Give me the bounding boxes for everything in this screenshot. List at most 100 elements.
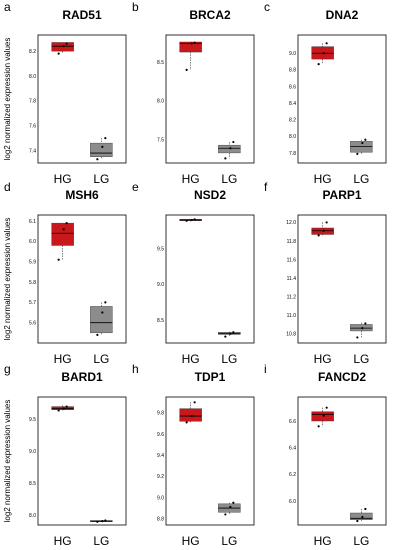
x-category-label: HG xyxy=(54,534,72,548)
plot-frame xyxy=(37,214,127,344)
y-tick-label: 8.2 xyxy=(29,49,36,55)
data-point xyxy=(224,157,227,160)
y-tick-label: 7.4 xyxy=(29,148,36,154)
data-point xyxy=(229,147,232,150)
data-point xyxy=(62,45,65,48)
box-hg xyxy=(179,408,202,422)
y-tick-label: 11.4 xyxy=(287,276,297,282)
plot-frame xyxy=(165,214,255,344)
y-tick-label: 8.6 xyxy=(289,84,296,90)
x-category-label: HG xyxy=(182,534,200,548)
x-category-label: HG xyxy=(54,172,72,186)
x-category-label: LG xyxy=(221,172,237,186)
y-tick-label: 8.5 xyxy=(157,60,164,66)
panel-title: FANCD2 xyxy=(318,370,366,384)
data-point xyxy=(232,140,235,144)
plot-frame xyxy=(37,396,127,526)
data-point xyxy=(65,42,68,45)
panel-letter: h xyxy=(132,362,139,376)
x-category-label: HG xyxy=(314,172,332,186)
y-tick-label: 5.6 xyxy=(29,320,36,326)
data-point xyxy=(356,152,359,155)
data-point xyxy=(96,158,99,161)
data-point xyxy=(185,219,188,222)
panel-letter: f xyxy=(264,180,268,194)
x-category-label: LG xyxy=(353,172,369,186)
data-point xyxy=(317,234,320,237)
data-point xyxy=(364,322,367,325)
data-point xyxy=(322,52,325,55)
data-point xyxy=(104,301,107,304)
x-category-label: LG xyxy=(221,534,237,548)
y-tick-label: 8.5 xyxy=(29,481,36,487)
data-point xyxy=(193,401,196,404)
data-point xyxy=(317,62,320,66)
y-tick-label: 8.5 xyxy=(157,318,164,324)
y-axis-label: log2 normalized expression values xyxy=(3,400,12,523)
data-point xyxy=(356,336,359,339)
x-category-label: LG xyxy=(221,352,237,366)
y-tick-label: 8.0 xyxy=(289,134,296,140)
data-point xyxy=(62,228,65,231)
x-category-label: LG xyxy=(93,352,109,366)
y-tick-label: 5.7 xyxy=(29,300,36,306)
data-point xyxy=(356,519,359,523)
panel-title: DNA2 xyxy=(326,8,359,22)
y-tick-label: 5.9 xyxy=(29,260,36,266)
y-tick-label: 12.0 xyxy=(286,220,296,226)
data-point xyxy=(104,519,107,522)
chart-panel-a: a RAD51 8.2 8.0 7.8 7.6 7.4 HG LG log2 normalized… xyxy=(3,0,127,186)
y-tick-label: 6.0 xyxy=(29,239,36,245)
y-axis-label: log2 normalized expression values xyxy=(3,218,12,341)
chart-panel-h: h TDP1 9.8 9.6 9.4 9.2 9.0 8.8 HG LG xyxy=(132,362,255,548)
panel-title: NSD2 xyxy=(194,188,226,202)
y-tick-label: 8.0 xyxy=(29,74,36,80)
data-point xyxy=(229,332,232,335)
data-point xyxy=(57,409,60,412)
box-lg xyxy=(90,142,113,157)
box-hg xyxy=(51,222,74,246)
box-hg xyxy=(179,41,202,53)
y-tick-label: 10.8 xyxy=(286,332,296,338)
data-point xyxy=(104,137,107,140)
y-tick-label: 9.0 xyxy=(289,51,296,57)
x-category-label: HG xyxy=(54,352,72,366)
panel-title: MSH6 xyxy=(65,188,99,202)
data-point xyxy=(322,414,325,417)
y-tick-label: 11.0 xyxy=(287,313,297,319)
data-point xyxy=(224,513,227,516)
y-tick-label: 7.6 xyxy=(29,124,36,130)
x-category-label: LG xyxy=(93,534,109,548)
y-tick-label: 9.0 xyxy=(157,282,164,288)
plot-frame xyxy=(297,396,387,526)
plot-frame xyxy=(37,34,127,164)
y-tick-label: 9.4 xyxy=(157,453,164,459)
chart-panel-b: b BRCA2 8.5 8.0 7.5 HG LG xyxy=(132,0,255,186)
box-hg xyxy=(51,42,74,52)
y-tick-label: 9.0 xyxy=(157,495,164,501)
y-axis-label: log2 normalized expression values xyxy=(3,38,12,161)
x-category-label: LG xyxy=(353,352,369,366)
panel-title: PARP1 xyxy=(322,188,361,202)
chart-panel-g: g BARD1 9.5 9.0 8.5 8.0 HG LG log2 normalized ex… xyxy=(3,362,127,548)
data-point xyxy=(65,222,68,225)
y-tick-label: 8.4 xyxy=(289,101,296,107)
box-lg xyxy=(350,141,373,153)
box-hg xyxy=(311,411,334,422)
y-tick-label: 8.0 xyxy=(157,99,164,105)
x-category-label: HG xyxy=(182,172,200,186)
chart-panel-i: i FANCD2 6.6 6.4 6.2 6.0 HG LG xyxy=(264,362,387,548)
chart-panel-f: f PARP1 12.0 11.8 11.6 11.4 11.2 11.0 10.8 HG LG xyxy=(264,180,387,366)
chart-panel-c: c DNA2 9.0 8.8 8.6 8.4 8.2 8.0 7.8 HG LG xyxy=(264,0,387,186)
data-point xyxy=(322,229,325,232)
y-tick-label: 6.0 xyxy=(289,499,296,505)
panel-letter: e xyxy=(132,180,139,194)
data-point xyxy=(232,501,235,504)
data-point xyxy=(96,333,99,336)
data-point xyxy=(193,41,196,44)
y-tick-label: 8.8 xyxy=(289,68,296,74)
x-category-label: HG xyxy=(314,534,332,548)
y-tick-label: 9.0 xyxy=(29,449,36,455)
data-point xyxy=(57,258,60,261)
